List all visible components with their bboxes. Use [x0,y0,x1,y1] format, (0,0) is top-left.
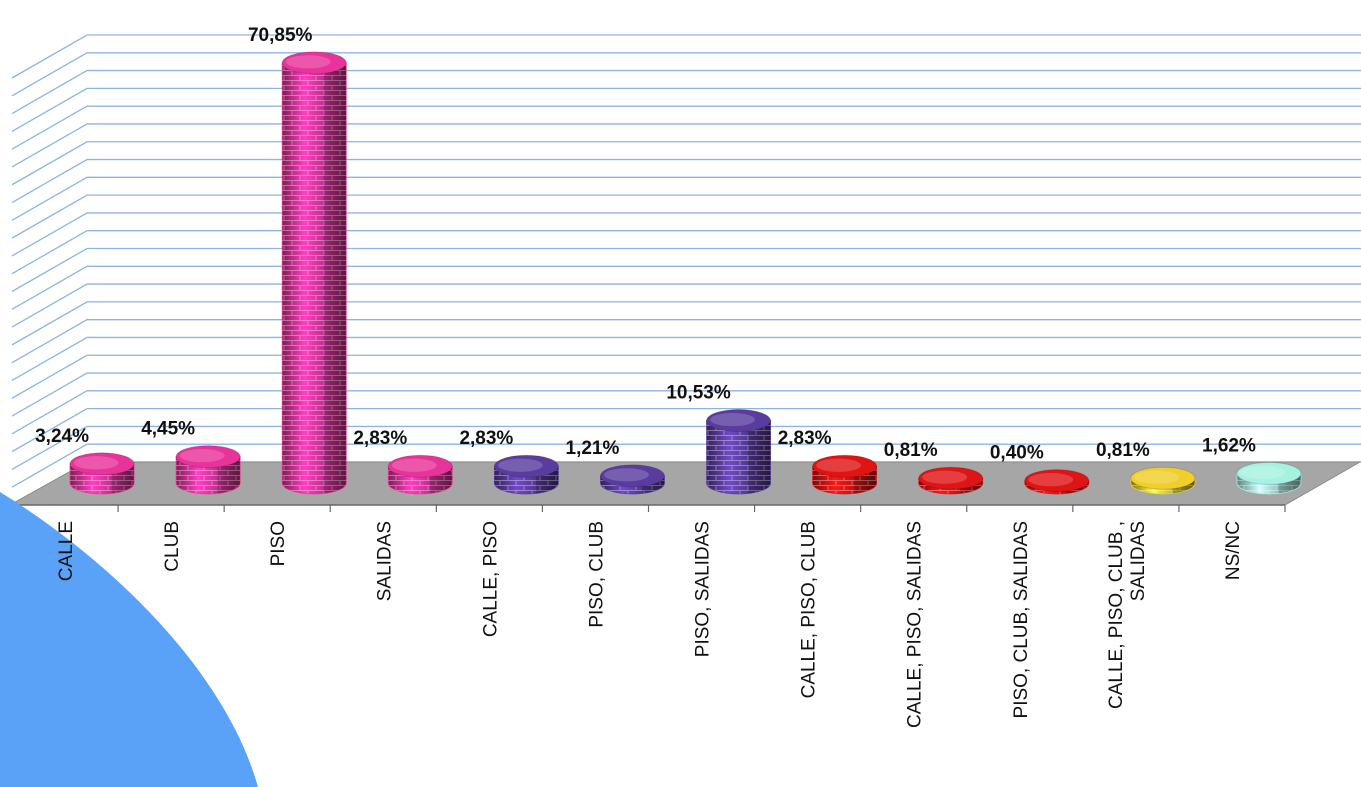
x-tick-label: PISO, CLUB, SALIDAS [1011,521,1032,718]
value-label: 2,83% [459,428,513,449]
value-label: 1,62% [1202,435,1256,456]
grid-line [11,230,1361,275]
x-tick-label: CALLE [56,521,77,581]
bar-top [281,51,347,75]
bar-shade [706,420,771,494]
value-label: 2,83% [778,428,832,449]
x-tick-label: CALLE, PISO, CLUB ,SALIDAS [1106,521,1149,709]
value-label: 0,40% [990,443,1044,464]
x-tick-label: PISO [268,521,289,566]
bar-top [175,445,241,469]
bar-top [69,452,135,476]
grid-line [11,390,1361,435]
grid-line [11,194,1361,239]
grid-line [11,354,1361,399]
bar-top-highlight [497,458,543,472]
bar-shade [282,62,347,495]
bar-top [706,409,772,433]
bar-top [599,464,665,488]
x-tick-label: SALIDAS [374,521,395,601]
bar-top [812,454,878,478]
bar-top-highlight [604,468,649,482]
decoration-shape [0,492,258,787]
value-label: 0,81% [884,440,938,461]
x-tick-label: CALLE, PISO, CLUB [799,521,820,698]
x-tick-label: CALLE, PISO, SALIDAS [905,521,926,728]
bar-top [387,454,453,478]
grid-line [11,372,1361,417]
bar-top [1236,461,1302,485]
grid-line [11,283,1361,328]
grid-line [11,123,1361,168]
grid-line [11,87,1361,132]
x-tick-label: PISO, SALIDAS [693,521,714,657]
bar-top [1024,469,1090,493]
bar-side-shade [748,420,771,494]
grid-line [11,425,1361,470]
bar-top [493,454,559,478]
bar-top-highlight [1028,473,1074,487]
bar-top-highlight [922,470,968,484]
grid-line [11,69,1361,115]
bar-top-highlight [1240,465,1286,479]
value-label: 10,53% [666,383,731,404]
grid-line [11,443,1361,488]
value-label: 4,45% [141,419,195,440]
value-label: 3,24% [35,426,89,447]
bar-top-highlight [710,412,755,427]
bar-top-highlight [1134,470,1180,484]
grid-line [11,265,1361,310]
grid-line [11,105,1361,150]
bar-top-highlight [816,458,862,472]
value-label: 70,85% [248,25,313,46]
x-tick-label: CALLE, PISO [480,521,501,637]
grid-line [11,319,1361,364]
bar-top [1130,466,1196,490]
x-tick-label: CLUB [162,521,183,572]
bar-top-highlight [285,55,331,69]
bar-top-highlight [73,456,119,470]
x-tick-label: PISO, CLUB [586,521,607,628]
value-label: 0,81% [1096,440,1150,461]
grid-line [11,247,1361,293]
bar-top-highlight [391,458,437,472]
x-tick-label: NS/NC [1223,521,1244,580]
grid-line [11,212,1361,257]
bar-top-highlight [179,449,225,463]
value-label: 1,21% [566,438,620,459]
grid-line [11,34,1361,79]
grid-line [11,301,1361,346]
grid-line [11,407,1361,453]
grid-line [11,336,1361,382]
grid-line [11,141,1361,186]
value-label: 2,83% [353,428,407,449]
grid-line [11,158,1361,204]
grid-line [11,176,1361,221]
grid-line [11,52,1361,97]
bar-side-shade [323,62,347,494]
bar-top [918,466,984,490]
